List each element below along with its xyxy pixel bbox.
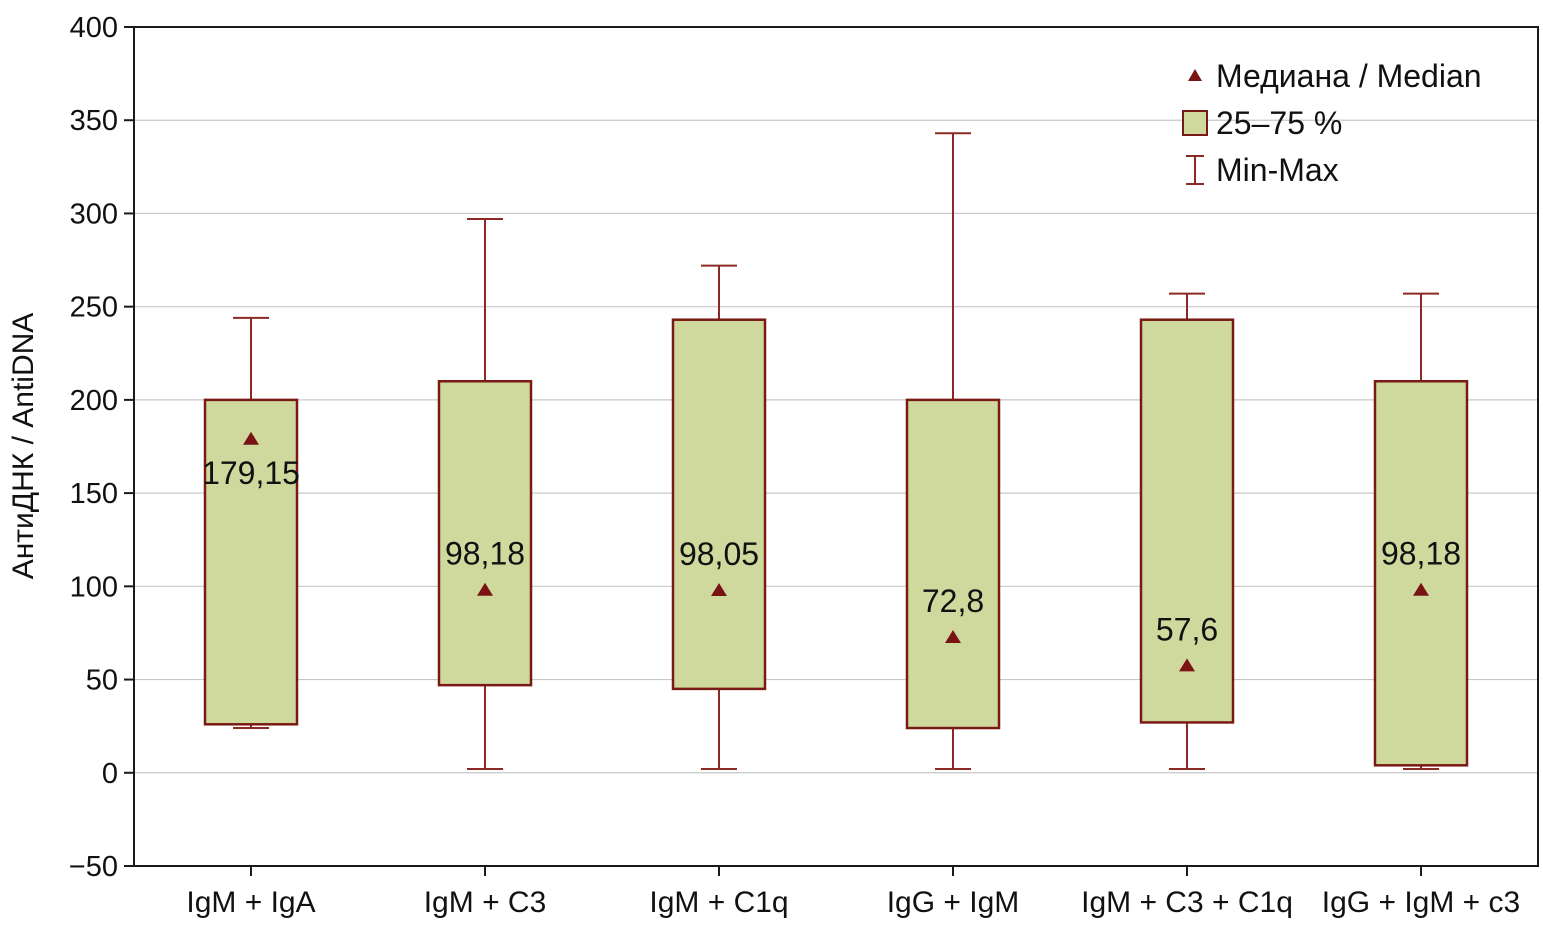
median-label: 98,18 [1381, 536, 1461, 572]
legend: Медиана / Median 25–75 % Min-Max [1182, 58, 1482, 188]
y-axis: −50 0 50 100 150 200 250 300 350 400 [69, 12, 134, 883]
median-marker [1413, 582, 1429, 596]
median-marker [711, 582, 727, 596]
legend-item: 25–75 % [1182, 105, 1342, 141]
median-label: 179,15 [202, 455, 300, 491]
y-tick-label: 100 [70, 571, 118, 603]
grid-lines [134, 119, 1538, 774]
median-label: 57,6 [1156, 611, 1218, 647]
iqr-box [1139, 318, 1235, 724]
x-tick-label: IgG + IgM [887, 886, 1020, 919]
box-group: 72,8 [905, 132, 1001, 771]
box-group: 98,18 [437, 218, 533, 771]
y-tick-label: 50 [86, 665, 118, 697]
x-tick-label: IgG + IgM + c3 [1322, 886, 1520, 919]
iqr-box [905, 398, 1001, 730]
box-group: 57,6 [1139, 292, 1235, 771]
legend-label: Min-Max [1216, 152, 1339, 188]
iqr-box [1373, 379, 1469, 767]
y-tick-label: 300 [70, 198, 118, 230]
x-tick-label: IgM + C1q [649, 886, 788, 919]
legend-item: Медиана / Median [1188, 58, 1482, 94]
y-axis-label: АнтиДНК / AntiDNA [7, 313, 40, 580]
x-tick-label: IgM + C3 + C1q [1081, 886, 1293, 919]
legend-label: 25–75 % [1216, 105, 1342, 141]
y-tick-label: 200 [70, 385, 118, 417]
median-label: 98,18 [445, 536, 525, 572]
box-group: 179,15 [202, 316, 300, 730]
y-tick-label: 400 [70, 12, 118, 44]
median-label: 98,05 [679, 536, 759, 572]
iqr-box [203, 398, 299, 726]
x-axis: IgM + IgA IgM + C3 IgM + C1q IgG + IgM IgM +… [186, 866, 1520, 919]
y-tick-label: 0 [102, 758, 118, 790]
legend-box-swatch [1182, 110, 1208, 136]
median-label: 72,8 [922, 583, 984, 619]
legend-label: Медиана / Median [1216, 58, 1482, 94]
iqr-box [671, 318, 767, 691]
box-group: 98,18 [1373, 292, 1469, 771]
legend-item: Min-Max [1186, 152, 1339, 188]
iqr-box [437, 379, 533, 687]
y-tick-label: −50 [69, 851, 118, 883]
x-tick-label: IgM + C3 [424, 886, 547, 919]
x-tick-label: IgM + IgA [186, 886, 315, 919]
median-marker [1179, 658, 1195, 672]
box-series: 179,15 98,18 98,05 72,8 57,6 98,18 [202, 132, 1469, 771]
y-tick-label: 150 [70, 478, 118, 510]
median-marker [945, 630, 961, 644]
plot-area-frame [133, 26, 1539, 867]
y-tick-label: 350 [70, 105, 118, 137]
median-marker [243, 431, 259, 445]
legend-median-marker [1188, 69, 1202, 81]
box-group: 98,05 [671, 264, 767, 771]
y-tick-label: 250 [70, 292, 118, 324]
median-marker [477, 582, 493, 596]
